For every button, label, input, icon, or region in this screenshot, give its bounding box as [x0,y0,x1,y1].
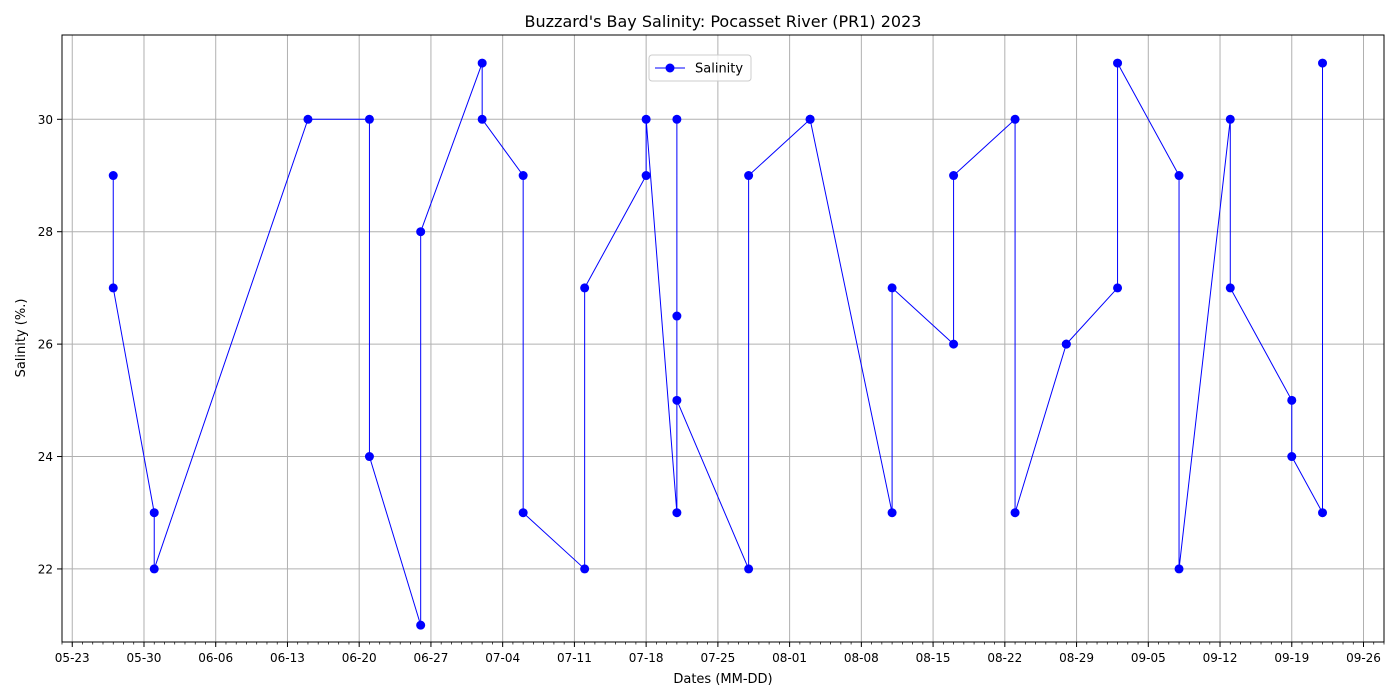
legend-box [648,54,752,82]
y-tick-label: 22 [38,562,53,576]
x-tick-label: 09-05 [1131,651,1166,665]
data-point [1174,171,1184,181]
data-point [887,283,897,293]
x-tick-label: 09-19 [1274,651,1309,665]
data-point [108,283,118,293]
y-tick-label: 26 [38,338,53,352]
x-tick-label: 05-23 [55,651,90,665]
x-tick-label: 06-27 [413,651,448,665]
x-tick-label: 07-11 [557,651,592,665]
data-point [641,114,651,124]
y-tick-label: 30 [38,113,53,127]
data-point [672,508,682,518]
y-axis-label: Salinity (%.) [14,299,29,378]
data-point [1287,395,1297,405]
x-tick-label: 06-20 [342,651,377,665]
legend-marker [665,63,675,73]
chart-title: Buzzard's Bay Salinity: Pocasset River (… [525,12,922,31]
y-tick-label: 24 [38,450,53,464]
data-point [580,564,590,574]
data-point [477,58,487,68]
y-axis: 22 24 26 28 30 [38,113,62,576]
x-axis-label: Dates (MM-DD) [673,672,772,687]
series-salinity [108,58,1328,630]
x-tick-label: 09-26 [1346,651,1381,665]
data-point [1287,452,1297,462]
data-point [805,114,815,124]
y-tick-label: 28 [38,225,53,239]
x-tick-label: 09-12 [1203,651,1238,665]
data-point [1113,58,1123,68]
x-tick-label: 08-29 [1059,651,1094,665]
data-point [1225,283,1235,293]
data-point [1318,58,1328,68]
data-point [641,171,651,181]
data-point [1061,339,1071,349]
data-point [518,171,528,181]
x-tick-label: 05-30 [127,651,162,665]
x-tick-label: 07-04 [485,651,520,665]
data-point [1010,114,1020,124]
data-point [744,171,754,181]
data-point [1174,564,1184,574]
data-point [1225,114,1235,124]
x-tick-label: 06-06 [198,651,233,665]
data-point [149,564,159,574]
x-tick-label: 08-01 [772,651,807,665]
data-point [672,311,682,321]
data-point [518,508,528,518]
x-tick-label: 08-15 [916,651,951,665]
data-point [744,564,754,574]
grid [62,35,1384,642]
data-point [672,114,682,124]
x-tick-label: 08-08 [844,651,879,665]
data-point [303,114,313,124]
legend-entry-salinity: Salinity [695,62,743,77]
data-point [1318,508,1328,518]
data-point [364,452,374,462]
data-point [416,620,426,630]
x-tick-label: 06-13 [270,651,305,665]
data-point [149,508,159,518]
data-point [949,339,959,349]
data-point [1010,508,1020,518]
plot-frame [61,34,1385,643]
legend: Salinity [648,54,752,82]
x-tick-label: 07-18 [629,651,664,665]
data-point [108,171,118,181]
data-point [1113,283,1123,293]
x-tick-label: 07-25 [700,651,735,665]
data-point [580,283,590,293]
data-point [887,508,897,518]
data-point [949,171,959,181]
x-axis: 05-23 05-30 06-06 06-13 06-20 06-27 07-04 07-11… [55,642,1385,665]
data-point [477,114,487,124]
data-point [672,395,682,405]
data-point [416,227,426,237]
x-tick-label: 08-22 [987,651,1022,665]
data-point [364,114,374,124]
